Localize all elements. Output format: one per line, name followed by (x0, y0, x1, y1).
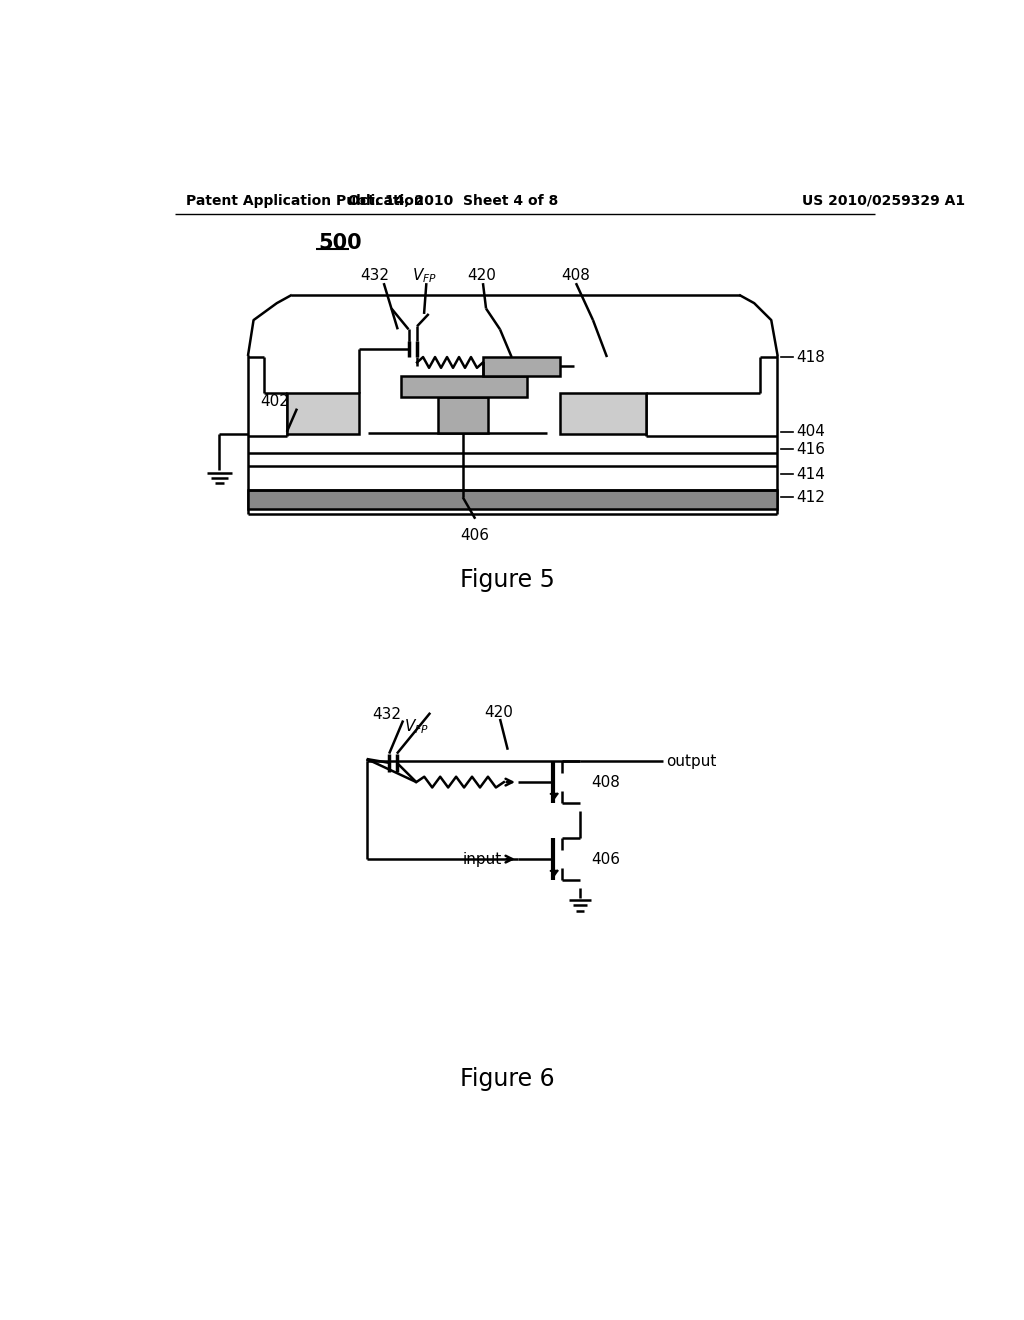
Text: 432: 432 (373, 706, 401, 722)
Text: 500: 500 (317, 234, 361, 253)
Text: 402: 402 (260, 395, 289, 409)
Text: 414: 414 (796, 466, 825, 482)
Text: 408: 408 (561, 268, 591, 282)
Text: 420: 420 (484, 705, 513, 721)
Text: Oct. 14, 2010  Sheet 4 of 8: Oct. 14, 2010 Sheet 4 of 8 (348, 194, 559, 207)
Text: $V_{FP}$: $V_{FP}$ (403, 717, 429, 737)
Text: input: input (463, 851, 503, 867)
Text: Patent Application Publication: Patent Application Publication (186, 194, 424, 207)
Text: 406: 406 (461, 528, 489, 544)
Text: 404: 404 (796, 424, 825, 440)
Bar (400, 376, 527, 397)
Text: US 2010/0259329 A1: US 2010/0259329 A1 (802, 194, 966, 207)
Bar (248, 490, 777, 508)
Text: output: output (666, 754, 716, 768)
Bar (483, 358, 560, 376)
Text: 420: 420 (467, 268, 496, 282)
Text: 406: 406 (592, 851, 621, 867)
Text: 418: 418 (796, 350, 825, 364)
Text: 416: 416 (796, 442, 825, 457)
Text: 412: 412 (796, 490, 825, 504)
Text: Figure 5: Figure 5 (461, 569, 555, 593)
Text: 432: 432 (360, 268, 389, 282)
Text: 408: 408 (592, 775, 621, 789)
Bar (560, 393, 646, 434)
Bar (438, 397, 488, 433)
Text: Figure 6: Figure 6 (461, 1067, 555, 1090)
Text: $V_{FP}$: $V_{FP}$ (412, 267, 436, 285)
Bar (287, 393, 359, 434)
